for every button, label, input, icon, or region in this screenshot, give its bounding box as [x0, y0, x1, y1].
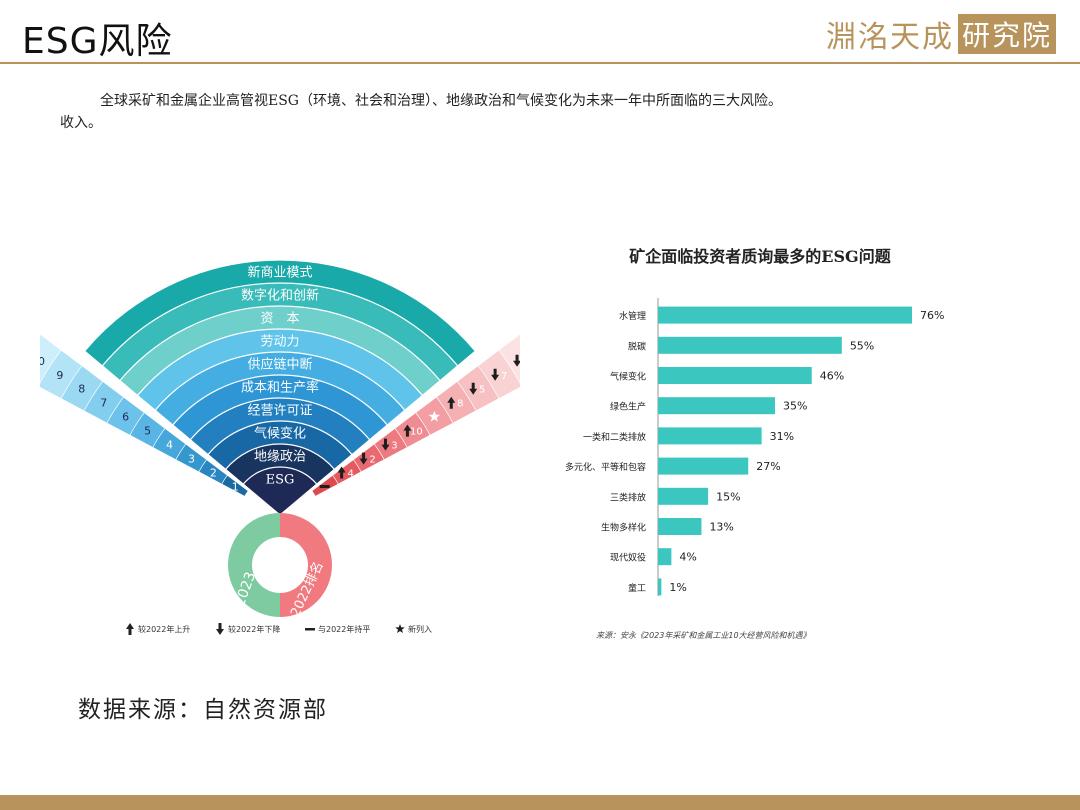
rank-2023-label: 6	[122, 411, 129, 424]
bar-category-label: 多元化、平等和包容	[565, 461, 646, 473]
legend-up-icon	[126, 623, 134, 635]
bar	[658, 548, 672, 566]
rank-2022-label: 2	[369, 455, 375, 466]
rank-2022-label: 5	[479, 385, 485, 396]
bar-value-label: 15%	[716, 490, 740, 503]
bar-category-label: 三类排放	[610, 491, 646, 503]
bar-chart-source: 来源：安永《2023年采矿和金属工业10大经营风险和机遇》	[596, 631, 811, 640]
fan-layer-label: ESG	[266, 473, 295, 488]
header-divider	[0, 62, 1080, 64]
brand-box: 研究院	[957, 14, 1056, 54]
legend-star-icon	[395, 624, 405, 634]
bar-value-label: 27%	[756, 460, 780, 473]
rank-2022-label: 8	[457, 399, 463, 410]
bar-category-label: 绿色生产	[610, 401, 646, 413]
rank-2023-label: 5	[144, 425, 151, 438]
rank-2022-label: 4	[347, 469, 353, 480]
arrow-down-icon	[513, 354, 520, 367]
legend-label: 与2022年持平	[318, 624, 370, 634]
fan-layer-label: 地缘政治	[254, 450, 306, 465]
bar	[658, 518, 702, 535]
data-source: 数据来源：自然资源部	[78, 697, 328, 723]
bar-chart-title: 矿企面临投资者质询最多的ESG问题	[629, 247, 891, 266]
bar-category-label: 气候变化	[610, 371, 646, 383]
arrow-up-icon	[403, 424, 412, 437]
bar-category-label: 童工	[628, 582, 646, 594]
bar	[658, 427, 762, 445]
rank-2023-label: 7	[100, 397, 107, 410]
brand-name: 淵洺天成	[825, 20, 954, 55]
fan-layer-label: 新商业模式	[247, 265, 312, 281]
bar-value-label: 1%	[669, 581, 686, 594]
arrow-up-icon	[337, 466, 346, 479]
bar-value-label: 13%	[709, 521, 733, 534]
bar	[658, 306, 912, 324]
bar-category-label: 现代奴役	[610, 552, 646, 564]
legend-dash-icon	[305, 628, 315, 631]
arrow-down-icon	[491, 368, 500, 381]
bar-category-label: 脱碳	[628, 340, 646, 352]
arc-2022	[280, 513, 332, 617]
legend-label: 较2022年上升	[138, 624, 190, 634]
rank-2023-label: 9	[56, 369, 63, 382]
intro-paragraph: 全球采矿和金属企业高管视ESG（环境、社会和治理）、地缘政治和气候变化为未来一年…	[60, 90, 1040, 134]
bar	[658, 397, 775, 415]
bar	[658, 367, 812, 384]
bar-value-label: 76%	[920, 309, 944, 322]
fan-layer-label: 资 本	[260, 312, 299, 327]
fan-layer-label: 供应链中断	[247, 357, 312, 373]
rank-2023-label: 1	[232, 481, 239, 494]
bar	[658, 578, 662, 596]
bar-value-label: 31%	[770, 430, 794, 443]
bar-category-label: 生物多样化	[601, 522, 646, 534]
arrow-down-icon	[359, 452, 368, 465]
rank-2022-label: 7	[501, 371, 507, 382]
legend-label: 较2022年下降	[228, 624, 280, 634]
legend-label: 新列入	[408, 624, 432, 634]
bar-value-label: 4%	[679, 551, 696, 564]
rank-2022-cell	[498, 334, 520, 384]
fan-layer-label: 成本和生产率	[241, 380, 319, 396]
rank-2022-label: 10	[410, 427, 423, 438]
fan-layer-label: 经营许可证	[247, 404, 312, 419]
bar-category-label: 一类和二类排放	[583, 431, 646, 443]
bar-value-label: 46%	[820, 370, 844, 383]
bar-category-label: 水管理	[619, 310, 646, 322]
star-icon	[428, 410, 441, 422]
fan-layer-label: 劳动力	[260, 334, 299, 350]
footer-bar	[0, 795, 1080, 810]
rank-2023-label: 10	[40, 355, 45, 368]
arrow-down-icon	[381, 438, 390, 451]
rank-2023-label: 3	[188, 453, 195, 466]
dash-icon	[319, 485, 330, 489]
bar-value-label: 55%	[850, 339, 874, 352]
rank-2023-cell	[40, 334, 62, 384]
arc-2023	[228, 513, 280, 617]
bar	[658, 336, 842, 354]
arrow-up-icon	[447, 396, 456, 409]
page-title: ESG风险	[22, 21, 173, 62]
rank-2023-label: 4	[166, 439, 173, 452]
bar	[658, 457, 749, 475]
legend-down-icon	[216, 623, 224, 635]
fan-layer-label: 气候变化	[254, 426, 306, 442]
rank-2022-label: 3	[391, 441, 397, 452]
rank-2023-label: 2	[210, 467, 217, 480]
intro-line-1: 全球采矿和金属企业高管视ESG（环境、社会和治理）、地缘政治和气候变化为未来一年…	[100, 93, 782, 109]
fan-layer-label: 数字化和创新	[241, 288, 319, 304]
bar-value-label: 35%	[783, 400, 807, 413]
rank-2023-label: 8	[78, 383, 85, 396]
fan-layer	[242, 466, 318, 516]
brand-logo: 淵洺天成 研究院	[825, 14, 1056, 55]
bar	[658, 487, 709, 505]
intro-line-2: 收入。	[60, 115, 102, 131]
arrow-down-icon	[469, 382, 478, 395]
